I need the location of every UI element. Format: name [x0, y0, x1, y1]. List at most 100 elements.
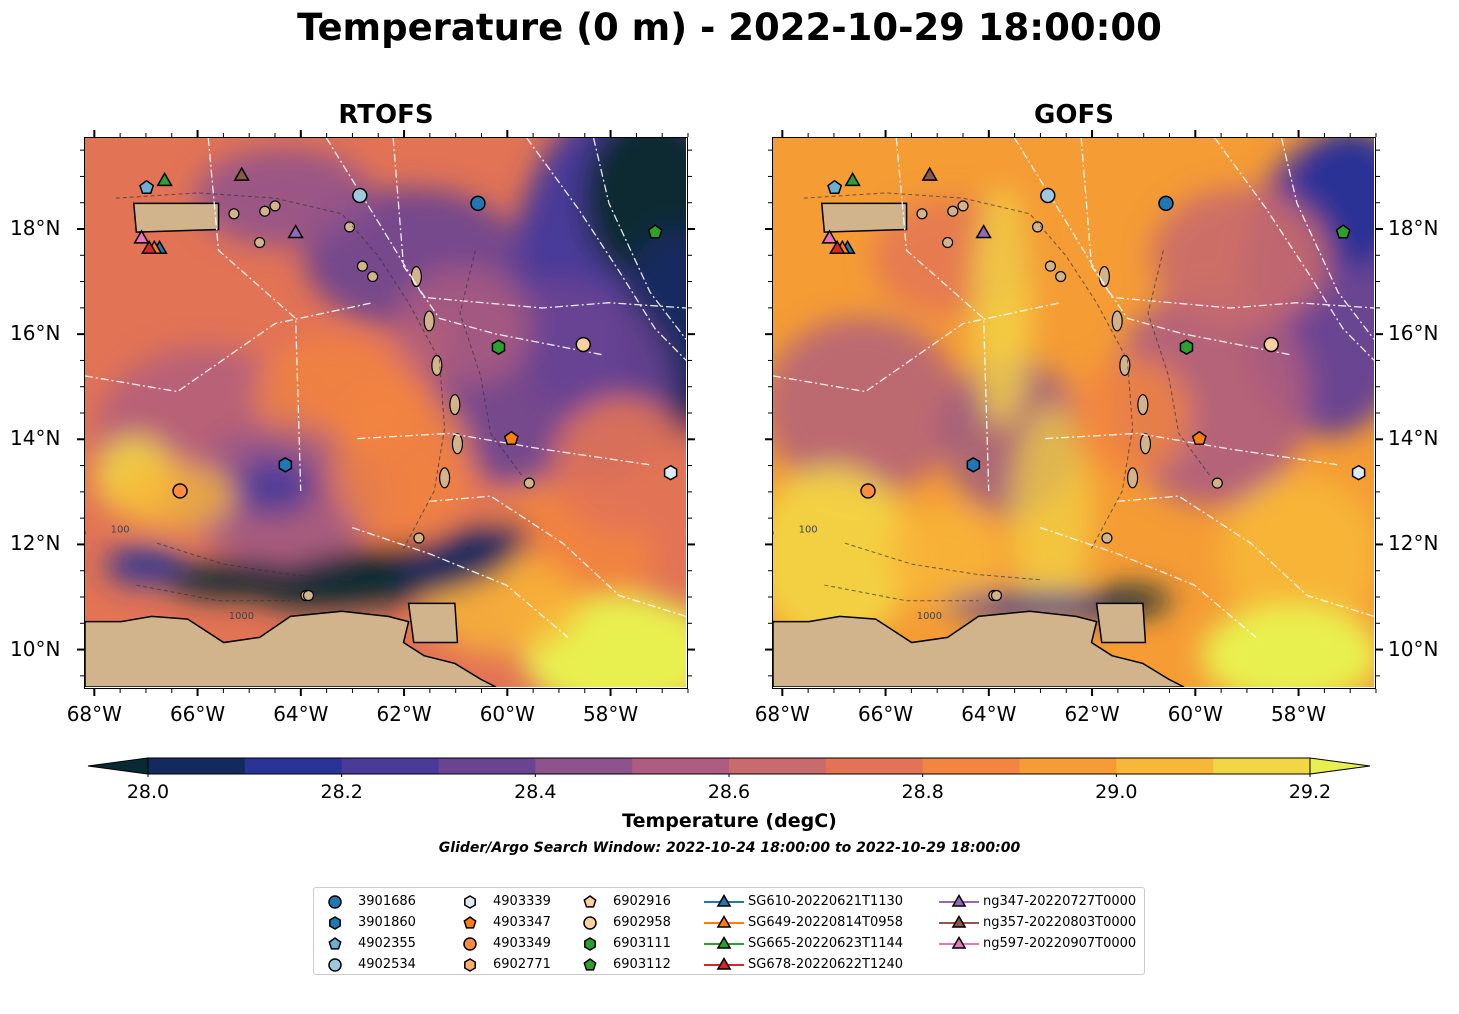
- colorbar-tick-label: 28.6: [707, 781, 751, 803]
- platform-marker-4903349[interactable]: [172, 483, 188, 499]
- platform-marker-4902355[interactable]: [827, 179, 843, 195]
- x-tick-label: 66°W: [857, 702, 914, 726]
- legend-label: 4903339: [493, 894, 551, 909]
- contour-label-1000: 1000: [917, 611, 942, 622]
- search-window-text: Glider/Argo Search Window: 2022-10-24 18…: [438, 840, 1021, 856]
- triangle-marker-icon: [939, 894, 979, 907]
- legend-label: 6903111: [613, 936, 671, 951]
- platform-marker-3901860[interactable]: [966, 456, 981, 473]
- platform-legend: 3901686 3901860 4902355 4902534 4903339 49033…: [313, 887, 1145, 975]
- legend-label: SG610-20220621T1130: [748, 894, 904, 909]
- platform-marker-6902958[interactable]: [575, 336, 591, 353]
- legend-label: 6902771: [493, 957, 551, 972]
- platform-marker-3901686[interactable]: [470, 195, 486, 212]
- legend-label: 4903349: [493, 936, 551, 951]
- map-panel-gofs[interactable]: 1000 100: [772, 137, 1376, 689]
- legend-label: 6902958: [613, 915, 671, 930]
- rtofs-map-svg: 1000 100: [85, 138, 687, 688]
- y-tick-label: 18°N: [10, 216, 61, 240]
- y-tick-label: 14°N: [1388, 426, 1439, 451]
- legend-label: ng597-20220907T0000: [983, 936, 1137, 951]
- legend-label: 4903347: [493, 915, 551, 930]
- platform-marker-4902355[interactable]: [139, 179, 155, 195]
- x-tick-label: 60°W: [479, 702, 535, 726]
- platform-marker-6903111[interactable]: [1179, 339, 1194, 355]
- triangle-marker-icon: [704, 894, 744, 907]
- platform-marker-ng597-20220907T0000[interactable]: [133, 229, 150, 244]
- y-tick-label: 12°N: [1388, 531, 1439, 556]
- gofs-map-svg: 1000 100: [773, 138, 1375, 688]
- legend-label: ng347-20220727T0000: [983, 894, 1137, 909]
- legend-label: 3901686: [358, 894, 416, 909]
- colorbar-tick-label: 28.2: [320, 781, 363, 803]
- temperature-colorbar: [87, 757, 1371, 777]
- pentagon-marker-icon: [583, 895, 597, 908]
- contour-label-100: 100: [799, 525, 818, 536]
- legend-label: 6902916: [613, 894, 671, 909]
- platform-marker-6903112[interactable]: [1335, 224, 1351, 239]
- main-title: Temperature (0 m) - 2022-10-29 18:00:00: [297, 6, 1162, 49]
- platform-marker-SG665-20220623T1144[interactable]: [156, 171, 173, 187]
- platform-marker-4903339[interactable]: [663, 464, 678, 481]
- contour-label-100: 100: [111, 525, 130, 536]
- platform-marker-6903111[interactable]: [491, 339, 506, 355]
- x-tick-label: 64°W: [273, 702, 329, 726]
- pentagon-marker-icon: [328, 937, 342, 950]
- map-panel-rtofs[interactable]: 1000 100: [84, 137, 688, 689]
- platform-marker-4903349[interactable]: [860, 483, 876, 499]
- platform-marker-4903347[interactable]: [503, 430, 519, 445]
- triangle-marker-icon: [704, 957, 744, 970]
- platform-marker-ng357-20220803T0000[interactable]: [233, 166, 250, 181]
- x-tick-label: 62°W: [376, 702, 432, 726]
- x-tick-label: 66°W: [169, 702, 226, 726]
- colorbar-title: Temperature (degC): [622, 810, 837, 832]
- colorbar-tick-label: 29.0: [1095, 781, 1138, 803]
- circle-marker-icon: [463, 937, 477, 951]
- platform-marker-3901860[interactable]: [278, 456, 293, 473]
- platform-marker-SG678-20220622T1240[interactable]: [141, 239, 158, 255]
- y-tick-label: 12°N: [10, 531, 61, 556]
- pentagon-marker-icon: [583, 958, 597, 971]
- panel-title-rtofs: RTOFS: [338, 100, 434, 130]
- platform-marker-6903112[interactable]: [647, 224, 663, 239]
- y-tick-label: 16°N: [1388, 321, 1439, 346]
- hexagon-marker-icon: [464, 895, 476, 909]
- platform-marker-4902534[interactable]: [1040, 187, 1056, 204]
- platform-marker-3901686[interactable]: [1158, 195, 1174, 212]
- x-tick-label: 58°W: [582, 702, 639, 726]
- platform-marker-SG678-20220622T1240[interactable]: [829, 239, 846, 255]
- y-tick-label: 18°N: [1388, 216, 1439, 240]
- pentagon-marker-icon: [463, 916, 477, 929]
- x-tick-label: 68°W: [66, 702, 122, 726]
- triangle-marker-icon: [939, 936, 979, 949]
- x-tick-label: 68°W: [754, 702, 810, 726]
- platform-marker-SG665-20220623T1144[interactable]: [844, 171, 861, 187]
- platform-marker-4903339[interactable]: [1351, 464, 1366, 481]
- y-tick-label: 10°N: [1388, 636, 1439, 661]
- platform-marker-ng347-20220727T0000[interactable]: [975, 224, 992, 239]
- platform-marker-ng347-20220727T0000[interactable]: [287, 224, 304, 239]
- x-tick-label: 64°W: [961, 702, 1017, 726]
- map-axes: [77, 130, 1383, 696]
- colorbar-tick-label: 28.0: [126, 781, 170, 803]
- x-tick-label: 62°W: [1064, 702, 1120, 726]
- legend-label: SG665-20220623T1144: [748, 936, 904, 951]
- x-tick-label: 58°W: [1270, 702, 1327, 726]
- colorbar-tick-label: 29.2: [1288, 781, 1332, 803]
- platform-marker-ng357-20220803T0000[interactable]: [921, 166, 938, 181]
- circle-marker-icon: [328, 895, 342, 909]
- triangle-marker-icon: [704, 936, 744, 949]
- y-tick-label: 14°N: [10, 426, 61, 451]
- circle-marker-icon: [583, 916, 597, 930]
- platform-marker-4903347[interactable]: [1191, 430, 1207, 445]
- platform-marker-6902958[interactable]: [1263, 336, 1279, 353]
- platform-marker-4902534[interactable]: [352, 187, 368, 204]
- circle-marker-icon: [328, 958, 342, 972]
- hexagon-marker-icon: [329, 916, 341, 930]
- triangle-marker-icon: [704, 915, 744, 928]
- y-tick-label: 10°N: [10, 636, 61, 661]
- legend-label: ng357-20220803T0000: [983, 915, 1137, 930]
- platform-marker-ng597-20220907T0000[interactable]: [821, 229, 838, 244]
- x-tick-label: 60°W: [1167, 702, 1223, 726]
- legend-label: SG678-20220622T1240: [748, 957, 904, 972]
